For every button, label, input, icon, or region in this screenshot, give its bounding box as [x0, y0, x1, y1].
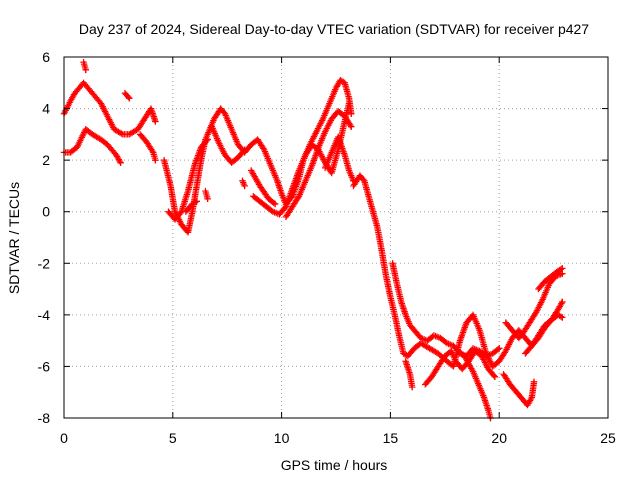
data-point — [559, 265, 566, 272]
x-tick-labels: 0 5 10 15 20 25 — [60, 430, 616, 446]
x-tick-label: 10 — [274, 430, 290, 446]
x-tick-label: 25 — [600, 430, 616, 446]
series-track-2 — [60, 126, 124, 166]
data-point — [117, 159, 124, 166]
series-track-15 — [321, 133, 357, 184]
series-track-8 — [182, 198, 200, 215]
data-point — [124, 93, 132, 101]
data-point — [345, 100, 353, 107]
data-point — [271, 200, 279, 208]
x-tick-label: 15 — [383, 430, 399, 446]
data-point — [203, 137, 210, 145]
data-point — [530, 378, 538, 386]
data-point — [118, 130, 125, 137]
y-tick-label: 4 — [42, 101, 50, 117]
y-tick-labels: -8 -6 -4 -2 0 2 4 6 — [38, 49, 51, 426]
data-point — [192, 199, 199, 206]
data-point — [152, 118, 159, 125]
y-tick-label: 2 — [42, 152, 50, 168]
series-track-5 — [136, 131, 159, 164]
y-tick-label: -4 — [38, 307, 51, 323]
data-point — [240, 147, 247, 155]
data-point — [241, 146, 248, 154]
x-tick-label: 0 — [60, 430, 68, 446]
series-track-19 — [422, 347, 499, 388]
series-track-9 — [202, 187, 211, 203]
series-track-4 — [121, 89, 133, 102]
data-point — [347, 121, 354, 129]
y-tick-label: -6 — [38, 358, 51, 374]
data-point — [490, 372, 497, 379]
data-point — [494, 346, 502, 353]
chart-title: Day 237 of 2024, Sidereal Day-to-day VTE… — [79, 21, 589, 37]
y-tick-label: 0 — [42, 204, 50, 220]
data-point — [152, 156, 159, 164]
data-point — [491, 373, 499, 380]
series-track-14 — [282, 107, 355, 221]
data-point — [82, 66, 89, 74]
data-point — [204, 195, 211, 203]
series-track-3 — [80, 58, 89, 74]
data-point — [559, 298, 566, 306]
plot-frame — [63, 56, 609, 419]
y-tick-label: -2 — [38, 255, 51, 271]
data-point — [348, 123, 355, 130]
y-tick-label: -8 — [38, 410, 51, 426]
data-point — [557, 266, 565, 273]
series-track-23 — [522, 298, 566, 357]
data-point — [557, 313, 565, 320]
data-point — [408, 383, 416, 391]
x-axis-label: GPS time / hours — [281, 457, 388, 473]
data-point — [270, 199, 277, 207]
data-point — [559, 314, 566, 321]
y-tick-label: 6 — [42, 49, 50, 65]
data-point — [241, 182, 248, 190]
data-point — [204, 136, 211, 143]
x-tick-label: 20 — [491, 430, 507, 446]
series-track-24 — [535, 265, 566, 293]
series-track-21 — [500, 370, 538, 409]
data-points — [60, 58, 566, 422]
data-point — [126, 95, 133, 102]
series-track-13 — [247, 167, 279, 208]
data-point — [149, 147, 156, 155]
series-track-10 — [208, 123, 248, 166]
axis-ticks — [63, 56, 609, 419]
series-track-11 — [239, 177, 248, 190]
data-point — [193, 198, 200, 205]
data-point — [496, 345, 503, 352]
y-axis-label: SDTVAR / TECUs — [6, 182, 22, 294]
series-track-18 — [402, 358, 416, 391]
x-tick-label: 5 — [169, 430, 177, 446]
